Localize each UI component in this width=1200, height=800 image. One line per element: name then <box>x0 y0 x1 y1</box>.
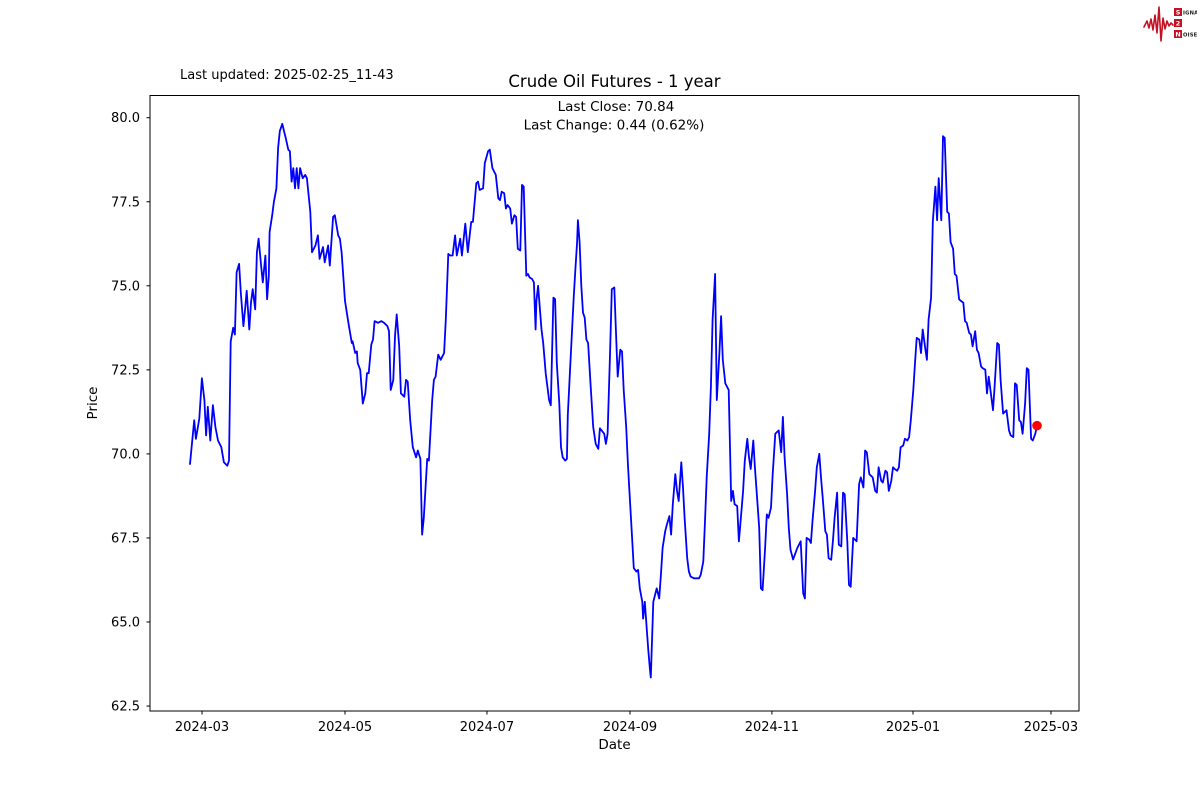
last-updated-text: Last updated: 2025-02-25_11-43 <box>180 68 394 83</box>
last-close-annotation: Last Close: 70.84 <box>558 99 675 115</box>
plot-border <box>149 95 1080 712</box>
x-axis-label: Date <box>598 737 630 753</box>
y-tick-label: 72.5 <box>111 363 140 378</box>
heartbeat-waveform-icon <box>1143 6 1174 42</box>
x-tick-label: 2024-07 <box>460 720 514 735</box>
x-tick-label: 2025-03 <box>1024 720 1078 735</box>
logo-2-box <box>1174 19 1182 27</box>
logo-wordmark: S IGNAL 2 N OISE <box>1174 8 1197 38</box>
last-change-annotation: Last Change: 0.44 (0.62%) <box>524 118 705 134</box>
price-line <box>189 122 1038 679</box>
chart-title: Crude Oil Futures - 1 year <box>508 72 720 91</box>
y-axis-ticks: 62.5 65.0 67.5 70.0 72.5 75.0 77.5 80.0 <box>111 111 150 715</box>
signal2noise-logo: S IGNAL 2 N OISE <box>1143 6 1197 42</box>
logo-s: S <box>1176 8 1181 16</box>
y-tick-label: 80.0 <box>111 111 140 126</box>
logo-n-box <box>1174 30 1182 38</box>
x-axis-ticks: 2024-03 2024-05 2024-07 2024-09 2024-11 2025-… <box>175 711 1078 735</box>
y-tick-label: 65.0 <box>111 616 140 631</box>
y-axis-label: Price <box>85 387 101 420</box>
logo-oise: OISE <box>1183 32 1197 38</box>
x-tick-label: 2024-09 <box>603 720 657 735</box>
logo-2: 2 <box>1176 19 1180 27</box>
logo-s-box <box>1174 8 1182 16</box>
y-tick-label: 70.0 <box>111 447 140 462</box>
y-tick-label: 75.0 <box>111 279 140 294</box>
last-close-marker <box>1032 420 1042 431</box>
logo-n: N <box>1175 30 1180 38</box>
logo-ignal: IGNAL <box>1183 10 1197 16</box>
x-tick-label: 2024-05 <box>318 720 372 735</box>
y-tick-label: 62.5 <box>111 700 140 715</box>
x-tick-label: 2025-01 <box>886 720 940 735</box>
y-tick-label: 77.5 <box>111 195 140 210</box>
x-tick-label: 2024-11 <box>745 720 799 735</box>
y-tick-label: 67.5 <box>111 531 140 546</box>
x-tick-label: 2024-03 <box>175 720 229 735</box>
price-line-series <box>189 122 1042 679</box>
